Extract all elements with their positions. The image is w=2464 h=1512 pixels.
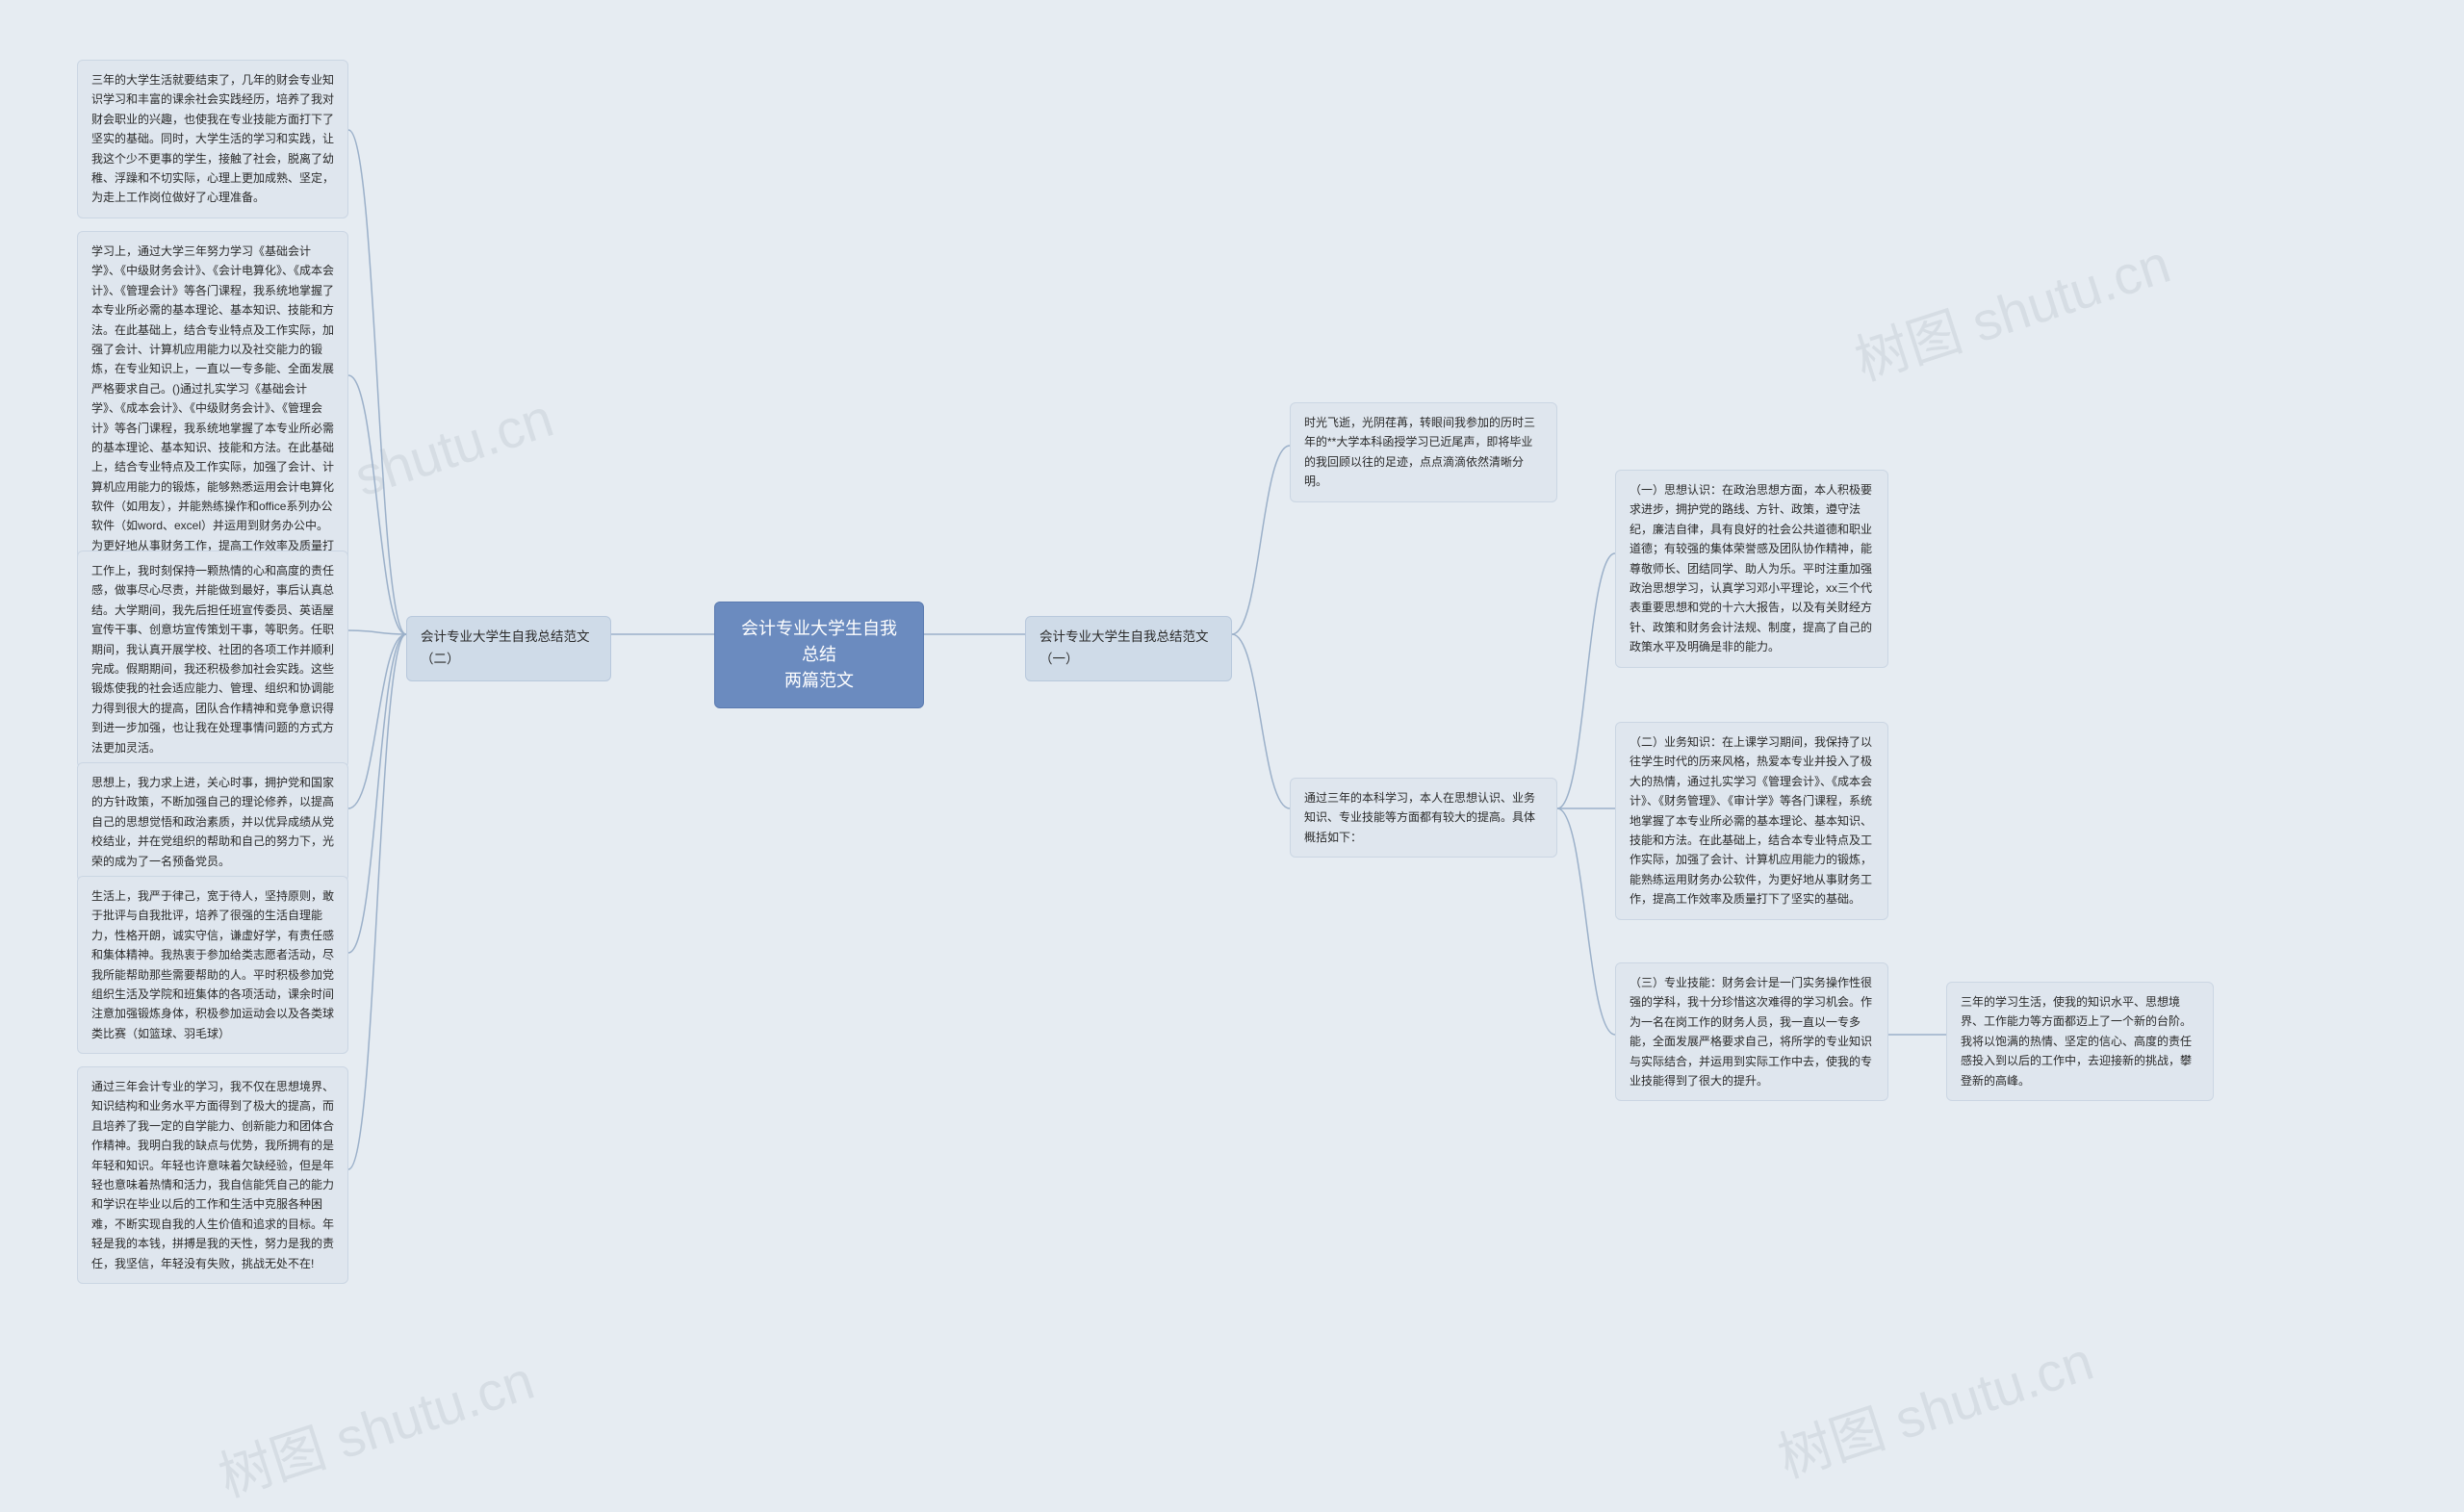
right-grandchild-1-text: （一）思想认识：在政治思想方面，本人积极要求进步，拥护党的路线、方针、政策，遵守… (1630, 483, 1872, 653)
left-branch[interactable]: 会计专业大学生自我总结范文（二） (406, 616, 611, 681)
right-grandchild-2-text: （二）业务知识：在上课学习期间，我保持了以往学生时代的历来风格，热爱本专业并投入… (1630, 735, 1872, 906)
left-leaf-2[interactable]: 学习上，通过大学三年努力学习《基础会计学》、《中级财务会计》、《会计电算化》、《… (77, 231, 348, 586)
right-child-1[interactable]: 时光飞逝，光阴荏苒，转眼间我参加的历时三年的**大学本科函授学习已近尾声，即将毕… (1290, 402, 1557, 502)
right-great-grandchild-1-text: 三年的学习生活，使我的知识水平、思想境界、工作能力等方面都迈上了一个新的台阶。我… (1961, 995, 2192, 1088)
left-leaf-4[interactable]: 思想上，我力求上进，关心时事，拥护党和国家的方针政策，不断加强自己的理论修养，以… (77, 762, 348, 882)
right-branch-label: 会计专业大学生自我总结范文（一） (1040, 629, 1209, 666)
right-child-2[interactable]: 通过三年的本科学习，本人在思想认识、业务知识、专业技能等方面都有较大的提高。具体… (1290, 778, 1557, 858)
left-leaf-3[interactable]: 工作上，我时刻保持一颗热情的心和高度的责任感，做事尽心尽责，并能做到最好，事后认… (77, 551, 348, 768)
left-leaf-1[interactable]: 三年的大学生活就要结束了，几年的财会专业知识学习和丰富的课余社会实践经历，培养了… (77, 60, 348, 218)
right-child-1-text: 时光飞逝，光阴荏苒，转眼间我参加的历时三年的**大学本科函授学习已近尾声，即将毕… (1304, 416, 1535, 488)
left-leaf-1-text: 三年的大学生活就要结束了，几年的财会专业知识学习和丰富的课余社会实践经历，培养了… (91, 73, 334, 204)
right-branch[interactable]: 会计专业大学生自我总结范文（一） (1025, 616, 1232, 681)
right-grandchild-3-text: （三）专业技能：财务会计是一门实务操作性很强的学科，我十分珍惜这次难得的学习机会… (1630, 976, 1872, 1088)
right-grandchild-2[interactable]: （二）业务知识：在上课学习期间，我保持了以往学生时代的历来风格，热爱本专业并投入… (1615, 722, 1888, 920)
watermark: 树图 shutu.cn (208, 1338, 543, 1512)
left-leaf-6[interactable]: 通过三年会计专业的学习，我不仅在思想境界、知识结构和业务水平方面得到了极大的提高… (77, 1066, 348, 1284)
right-child-2-text: 通过三年的本科学习，本人在思想认识、业务知识、专业技能等方面都有较大的提高。具体… (1304, 791, 1535, 844)
connector-layer (0, 0, 2464, 1502)
right-great-grandchild-1[interactable]: 三年的学习生活，使我的知识水平、思想境界、工作能力等方面都迈上了一个新的台阶。我… (1946, 982, 2214, 1101)
left-leaf-3-text: 工作上，我时刻保持一颗热情的心和高度的责任感，做事尽心尽责，并能做到最好，事后认… (91, 564, 334, 755)
watermark: 树图 shutu.cn (1844, 221, 2179, 397)
right-grandchild-3[interactable]: （三）专业技能：财务会计是一门实务操作性很强的学科，我十分珍惜这次难得的学习机会… (1615, 962, 1888, 1101)
right-grandchild-1[interactable]: （一）思想认识：在政治思想方面，本人积极要求进步，拥护党的路线、方针、政策，遵守… (1615, 470, 1888, 668)
left-leaf-2-text: 学习上，通过大学三年努力学习《基础会计学》、《中级财务会计》、《会计电算化》、《… (91, 244, 334, 572)
left-leaf-4-text: 思想上，我力求上进，关心时事，拥护党和国家的方针政策，不断加强自己的理论修养，以… (91, 776, 334, 868)
left-leaf-5-text: 生活上，我严于律己，宽于待人，坚持原则，敢于批评与自我批评，培养了很强的生活自理… (91, 889, 334, 1040)
left-branch-label: 会计专业大学生自我总结范文（二） (421, 629, 590, 666)
left-leaf-5[interactable]: 生活上，我严于律己，宽于待人，坚持原则，敢于批评与自我批评，培养了很强的生活自理… (77, 876, 348, 1054)
root-title-line1: 会计专业大学生自我总结 (734, 616, 904, 668)
left-leaf-6-text: 通过三年会计专业的学习，我不仅在思想境界、知识结构和业务水平方面得到了极大的提高… (91, 1080, 334, 1270)
root-title-line2: 两篇范文 (734, 668, 904, 694)
watermark: 树图 shutu.cn (1767, 1319, 2102, 1494)
mindmap-root[interactable]: 会计专业大学生自我总结 两篇范文 (714, 602, 924, 708)
